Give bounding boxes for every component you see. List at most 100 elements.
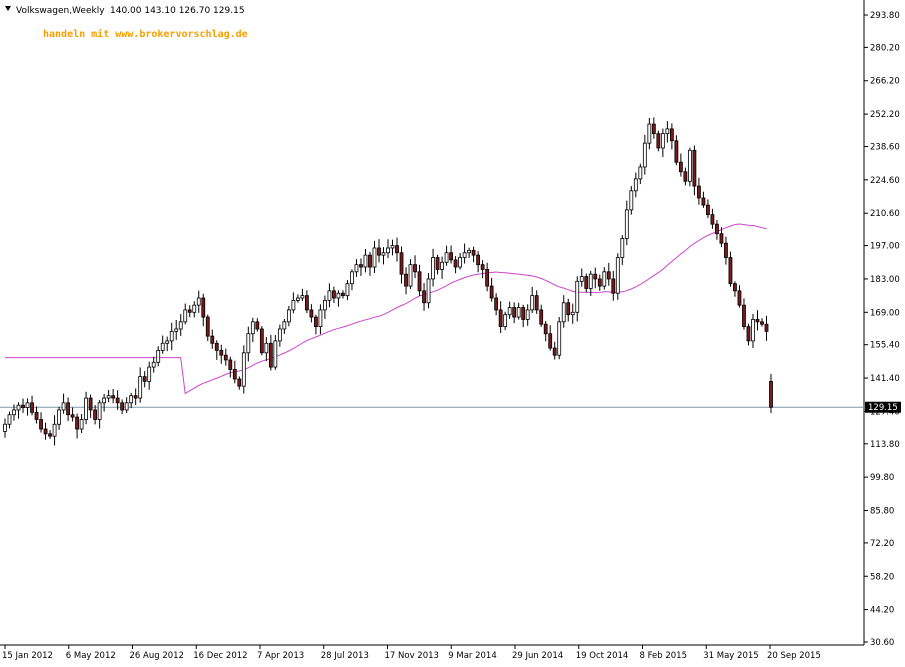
candle-body bbox=[372, 247, 377, 268]
x-tick-label: 31 May 2015 bbox=[703, 651, 758, 661]
x-tick-label: 28 Jul 2013 bbox=[321, 651, 369, 661]
y-tick-label: 155.40 bbox=[870, 341, 900, 351]
candle-body bbox=[570, 311, 575, 316]
candle-body bbox=[755, 319, 760, 323]
candle-body bbox=[728, 257, 733, 285]
candle-body bbox=[485, 269, 490, 287]
candle-body bbox=[48, 433, 52, 437]
candle-body bbox=[223, 354, 228, 361]
candle-body bbox=[701, 197, 706, 206]
candle-body bbox=[669, 128, 674, 142]
candle-body bbox=[120, 402, 125, 411]
candle-body bbox=[21, 404, 25, 408]
x-axis: 15 Jan 2012 6 May 2012 26 Aug 2012 16 Dec 2… bbox=[2, 645, 821, 661]
candle-body bbox=[404, 273, 408, 287]
candle-body bbox=[615, 257, 620, 294]
candle-body bbox=[196, 297, 201, 306]
candle-body bbox=[336, 292, 341, 299]
candle-body bbox=[295, 297, 300, 301]
y-tick-label: 85.80 bbox=[870, 507, 894, 517]
y-tick-label: 280.20 bbox=[870, 43, 900, 53]
x-tick-label: 16 Dec 2012 bbox=[193, 651, 247, 661]
candle-body bbox=[760, 321, 764, 325]
candle-body bbox=[75, 416, 79, 430]
candle-body bbox=[350, 271, 354, 285]
candle-body bbox=[435, 257, 440, 270]
candle-body bbox=[43, 428, 48, 435]
candle-body bbox=[314, 316, 318, 327]
candle-body bbox=[187, 309, 192, 313]
candle-body bbox=[575, 280, 580, 313]
moving-average-line bbox=[5, 223, 767, 395]
candle-body bbox=[259, 328, 264, 354]
y-axis: 293.80 280.20 266.20 252.20 238.60 224.60 210.… bbox=[864, 11, 900, 648]
candle-body bbox=[142, 376, 147, 382]
candle-body bbox=[602, 271, 607, 287]
candle-body bbox=[629, 190, 634, 211]
candle-body bbox=[494, 297, 499, 311]
candle-body bbox=[724, 242, 728, 258]
candle-body bbox=[597, 278, 602, 287]
candle-body bbox=[530, 295, 535, 311]
candle-body bbox=[719, 233, 724, 244]
candle-body bbox=[624, 209, 629, 239]
x-tick-label: 26 Aug 2012 bbox=[130, 651, 184, 661]
candle-body bbox=[386, 247, 390, 254]
candle-body bbox=[642, 142, 647, 168]
candle-body bbox=[52, 423, 57, 437]
candle-body bbox=[183, 309, 188, 323]
last-price-label: 129.15 bbox=[868, 403, 898, 413]
candle-body bbox=[277, 328, 282, 342]
candle-body bbox=[638, 166, 643, 180]
candle-body bbox=[345, 283, 350, 297]
candle-body bbox=[480, 264, 485, 270]
candle-body bbox=[620, 238, 625, 258]
candle-body bbox=[467, 249, 472, 254]
candle-body bbox=[264, 342, 269, 354]
candle-body bbox=[106, 395, 111, 399]
candle-body bbox=[84, 397, 89, 420]
candle-body bbox=[300, 295, 305, 299]
candle-body bbox=[390, 245, 395, 249]
candle-body bbox=[503, 314, 508, 327]
y-tick-label: 266.20 bbox=[870, 77, 900, 87]
candle-body bbox=[3, 423, 7, 432]
ohlc-readout: 140.00 143.10 126.70 129.15 bbox=[110, 6, 245, 16]
candle-body bbox=[57, 409, 61, 425]
candle-body bbox=[246, 333, 251, 354]
candle-body bbox=[228, 359, 233, 370]
candle-body bbox=[332, 290, 336, 299]
candle-body bbox=[746, 326, 751, 342]
candle-body bbox=[174, 328, 179, 332]
candle-body bbox=[250, 321, 255, 335]
candle-body bbox=[606, 271, 611, 280]
y-tick-label: 44.20 bbox=[870, 606, 894, 616]
candle-body bbox=[413, 264, 417, 273]
candles bbox=[3, 117, 773, 446]
y-tick-label: 99.80 bbox=[870, 473, 894, 483]
candle-body bbox=[552, 347, 557, 356]
candle-body bbox=[399, 252, 404, 275]
y-tick-label: 72.20 bbox=[870, 539, 894, 549]
candle-body bbox=[471, 249, 476, 256]
candle-body bbox=[588, 273, 593, 289]
candle-body bbox=[453, 259, 458, 268]
candle-body bbox=[268, 342, 273, 368]
candle-body bbox=[656, 133, 661, 149]
candle-body bbox=[444, 252, 449, 263]
y-tick-label: 58.20 bbox=[870, 572, 894, 582]
candle-body bbox=[237, 378, 242, 387]
candle-body bbox=[611, 278, 616, 294]
candle-body bbox=[309, 309, 314, 318]
candle-body bbox=[79, 419, 84, 430]
chart-menu-triangle-icon[interactable] bbox=[5, 6, 11, 11]
candle-body bbox=[422, 290, 426, 304]
candle-body bbox=[115, 397, 120, 404]
candle-body bbox=[359, 264, 363, 268]
candle-body bbox=[584, 276, 589, 289]
candle-body bbox=[543, 323, 548, 335]
candle-body bbox=[566, 302, 571, 316]
candle-body bbox=[156, 350, 161, 363]
candle-body bbox=[178, 321, 183, 330]
